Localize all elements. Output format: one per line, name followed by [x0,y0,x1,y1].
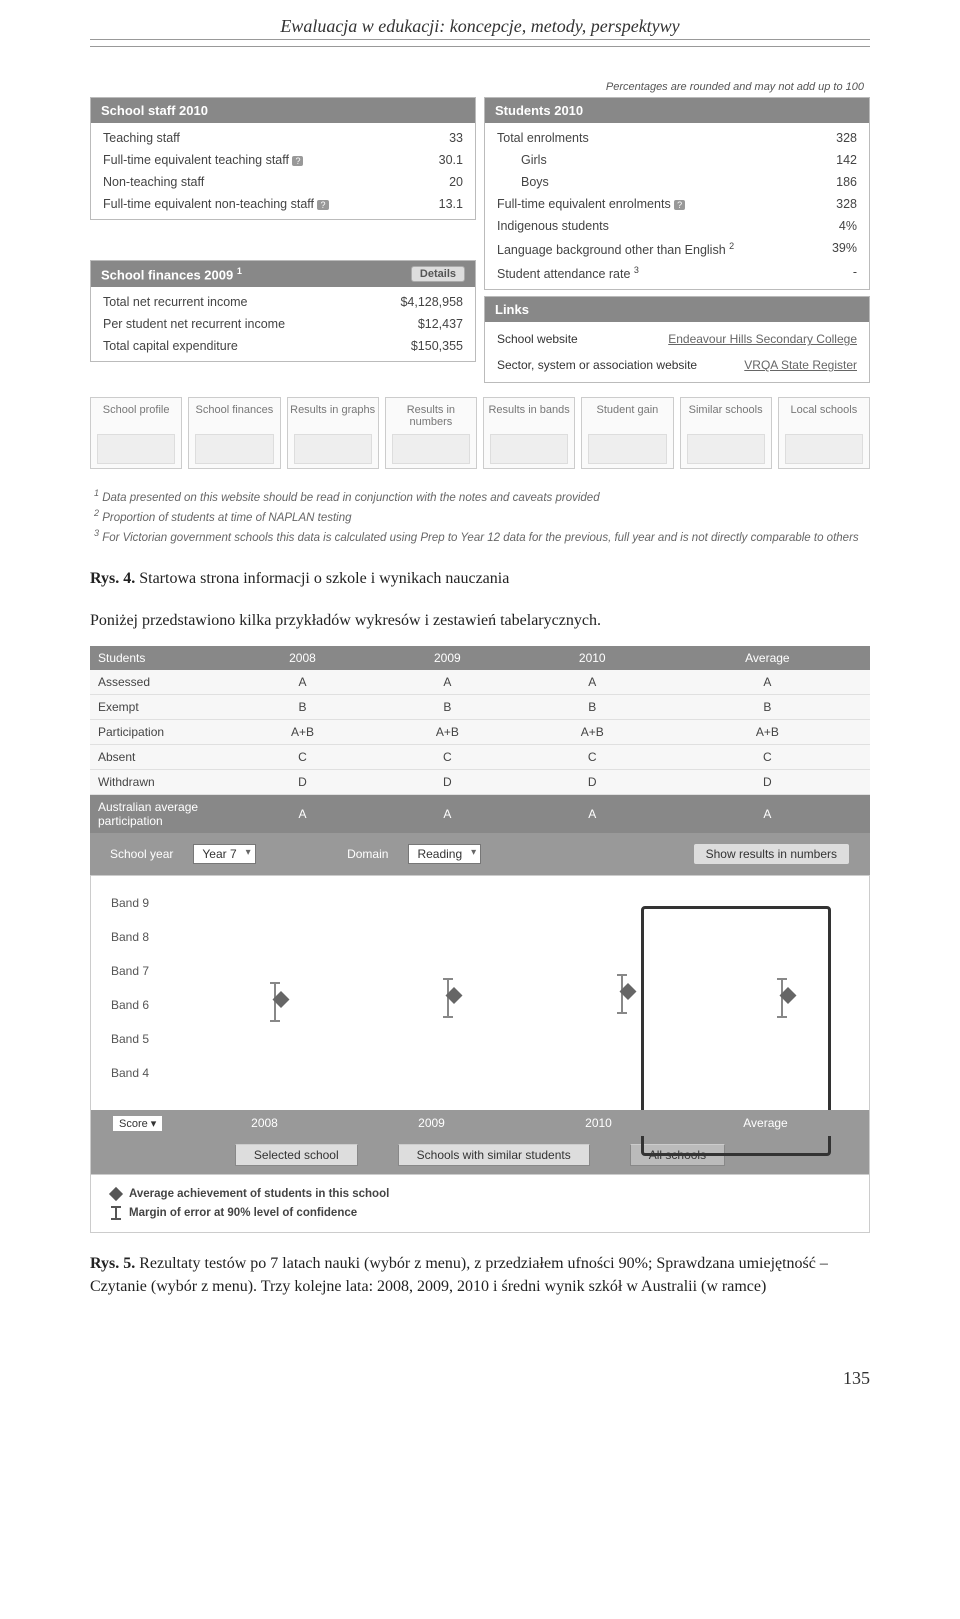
table-row: Total capital expenditure$150,355 [91,335,475,357]
figure-2-caption: Rys. 5. Rezultaty testów po 7 latach nau… [90,1253,870,1298]
header-title: Ewaluacja w edukacji: koncepcje, metody,… [280,16,679,36]
thumbnail[interactable]: Similar schools [680,397,772,469]
link-row: School websiteEndeavour Hills Secondary … [485,326,869,352]
page-number: 135 [0,1348,960,1419]
domain-select[interactable]: Reading [408,844,481,864]
table-row: Indigenous students4% [485,215,869,237]
table-row: Total net recurrent income$4,128,958 [91,291,475,313]
table-row: Boys186 [485,171,869,193]
body-text: Poniżej przedstawiono kilka przykładów w… [90,610,870,632]
table-row: Full-time equivalent teaching staff ?30.… [91,149,475,171]
finances-panel: School finances 2009 1 Details Total net… [90,260,476,362]
table-row: Girls142 [485,149,869,171]
table-row: WithdrawnDDDD [90,770,870,795]
table-row: ExemptBBBB [90,695,870,720]
staff-title: School staff 2010 [91,98,475,123]
page-header: Ewaluacja w edukacji: koncepcje, metody,… [90,0,870,47]
thumbnail[interactable]: Local schools [778,397,870,469]
students-title: Students 2010 [485,98,869,123]
error-bar-icon [111,1206,121,1220]
thumbnail[interactable]: Results in numbers [385,397,477,469]
link-row: Sector, system or association websiteVRQ… [485,352,869,378]
figure-2-screenshot: Students200820092010Average AssessedAAAA… [90,646,870,1233]
domain-label: Domain [347,847,388,861]
table-row: Full-time equivalent enrolments ?328 [485,193,869,215]
finances-title: School finances 2009 1 Details [91,261,475,287]
footnotes: 1 Data presented on this website should … [90,477,870,547]
students-table: Students200820092010Average AssessedAAAA… [90,646,870,833]
figure-1-screenshot: Percentages are rounded and may not add … [90,77,870,548]
thumbnail-row: School profileSchool financesResults in … [90,397,870,469]
table-row: Per student net recurrent income$12,437 [91,313,475,335]
legend-selected-school[interactable]: Selected school [235,1144,358,1166]
show-results-button[interactable]: Show results in numbers [693,843,850,865]
legend-text: Average achievement of students in this … [90,1175,870,1233]
table-row: Total enrolments328 [485,127,869,149]
table-row: AbsentCCCC [90,745,870,770]
thumbnail[interactable]: Results in graphs [287,397,379,469]
table-row: Teaching staff33 [91,127,475,149]
thumbnail[interactable]: Results in bands [483,397,575,469]
details-button[interactable]: Details [411,266,465,282]
diamond-icon [109,1187,123,1201]
table-row: Language background other than English 2… [485,237,869,261]
year-select[interactable]: Year 7 [193,844,255,864]
thumbnail[interactable]: Student gain [581,397,673,469]
table-row: AssessedAAAA [90,670,870,695]
chart-area: Band 9Band 8Band 7Band 6Band 5Band 4 Sco… [90,875,870,1175]
staff-panel: School staff 2010 Teaching staff33Full-t… [90,97,476,220]
band-labels: Band 9Band 8Band 7Band 6Band 5Band 4 [111,896,181,1100]
table-row: ParticipationA+BA+BA+BA+B [90,720,870,745]
figure-1-caption: Rys. 4. Startowa strona informacji o szk… [90,568,870,590]
thumbnail[interactable]: School finances [188,397,280,469]
x-axis: Score ▾ 2008 2009 2010 Average [91,1110,869,1136]
score-select[interactable]: Score ▾ [113,1116,162,1131]
thumbnail[interactable]: School profile [90,397,182,469]
links-panel: Links School websiteEndeavour Hills Seco… [484,296,870,383]
legend-similar-schools[interactable]: Schools with similar students [398,1144,590,1166]
table-row: Non-teaching staff20 [91,171,475,193]
students-panel: Students 2010 Total enrolments328Girls14… [484,97,870,290]
links-title: Links [485,297,869,322]
chart-plot [181,896,849,1100]
table-row: Student attendance rate 3- [485,261,869,285]
year-label: School year [110,847,173,861]
table-row: Full-time equivalent non-teaching staff … [91,193,475,215]
chart-controls: School year Year 7 Domain Reading Show r… [90,833,870,875]
percentage-note: Percentages are rounded and may not add … [90,77,870,97]
